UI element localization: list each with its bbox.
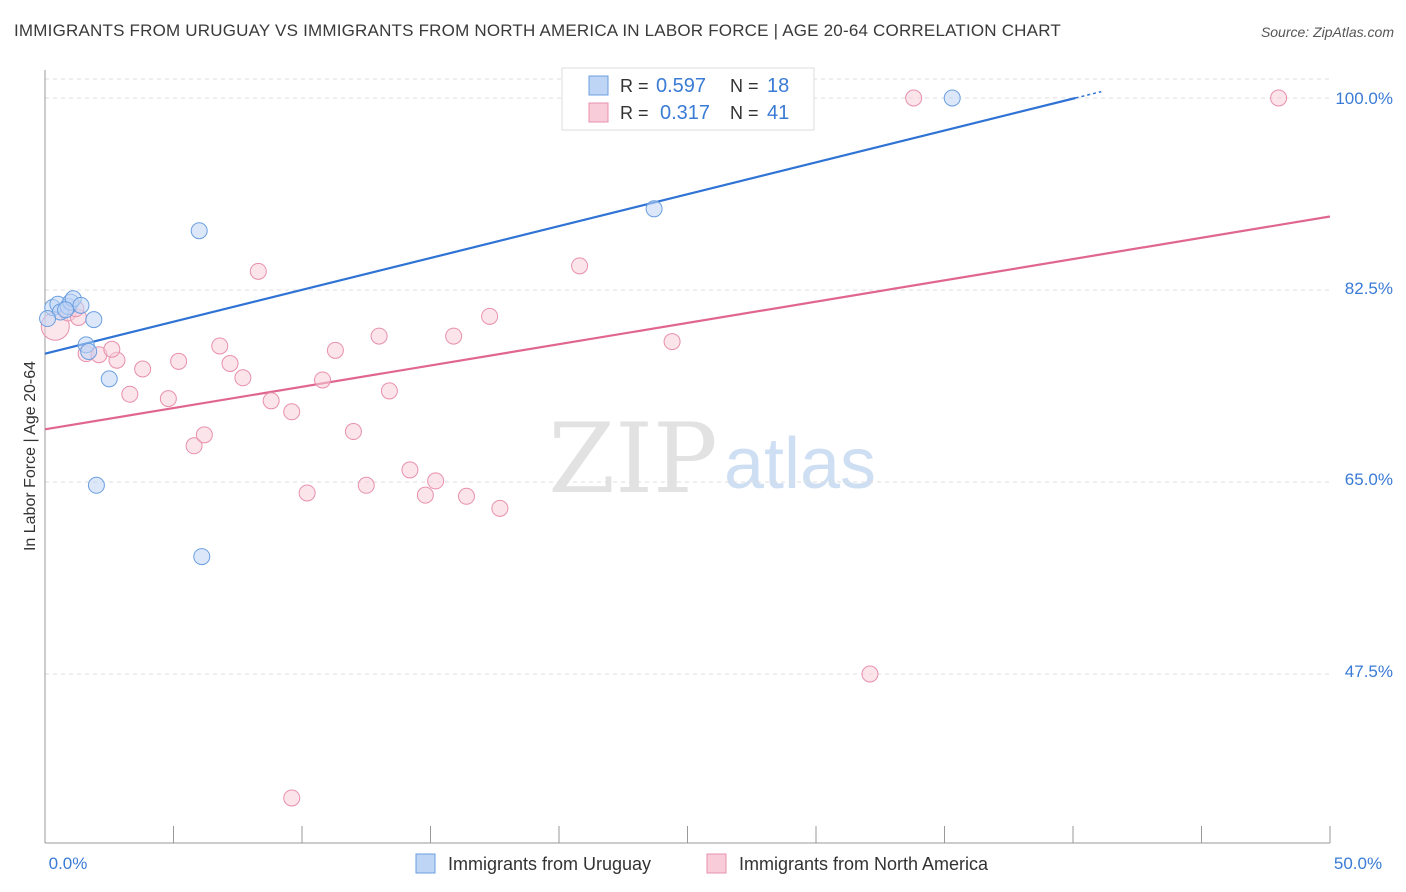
point-north-america <box>861 665 879 683</box>
point-north-america <box>481 307 499 325</box>
point-north-america <box>380 382 398 400</box>
y-tick-label: 65.0% <box>1345 470 1393 489</box>
watermark-zip: ZIP <box>548 403 717 515</box>
point-uruguay <box>85 311 103 329</box>
point-north-america <box>344 423 362 441</box>
y-tick-label: 100.0% <box>1335 89 1393 108</box>
chart-title: IMMIGRANTS FROM URUGUAY VS IMMIGRANTS FR… <box>14 21 1061 40</box>
legend-r-label: R = <box>620 76 649 96</box>
legend-n-label: N = <box>730 76 759 96</box>
point-uruguay <box>190 222 208 240</box>
trend-line-north-america <box>44 215 1331 431</box>
point-north-america <box>170 352 188 370</box>
point-uruguay <box>100 370 118 388</box>
legend-swatch-uruguay <box>588 75 609 96</box>
legend-r-label: R = <box>620 103 649 123</box>
x-tick-label-min: 0.0% <box>49 854 88 873</box>
trend-line-uruguay <box>44 96 1076 355</box>
legend-r-value: 0.317 <box>660 102 710 124</box>
point-north-america <box>416 486 434 504</box>
point-north-america <box>195 426 213 444</box>
point-north-america <box>905 89 923 107</box>
point-uruguay <box>57 301 75 319</box>
y-tick-label: 47.5% <box>1345 662 1393 681</box>
legend-series-north-america: Immigrants from North America <box>739 854 989 874</box>
stats-legend: R = 0.597 N = 18 R = 0.317 N = 41 <box>561 67 815 131</box>
point-north-america <box>357 476 375 494</box>
y-axis-label: In Labor Force | Age 20-64 <box>22 361 39 551</box>
point-north-america <box>185 437 203 455</box>
point-north-america <box>370 327 388 345</box>
point-north-america <box>134 360 152 378</box>
legend-n-value: 18 <box>767 75 789 97</box>
point-uruguay <box>645 200 663 218</box>
point-north-america <box>663 333 681 351</box>
point-uruguay <box>80 342 98 360</box>
series-legend: Immigrants from Uruguay Immigrants from … <box>415 853 989 874</box>
point-north-america <box>427 472 445 490</box>
legend-swatch-north-america <box>706 853 727 874</box>
point-north-america <box>298 484 316 502</box>
point-north-america <box>326 341 344 359</box>
legend-swatch-north-america <box>588 102 609 123</box>
point-north-america <box>103 340 121 358</box>
point-uruguay <box>72 296 90 314</box>
source-credit: Source: ZipAtlas.com <box>1260 24 1394 40</box>
trend-line-extension <box>1075 90 1102 99</box>
point-north-america <box>445 327 463 345</box>
point-north-america <box>262 392 280 410</box>
point-north-america <box>159 390 177 408</box>
point-north-america <box>234 369 252 387</box>
axes <box>44 70 1331 844</box>
watermark-atlas: atlas <box>724 424 876 504</box>
point-uruguay <box>39 310 57 328</box>
y-tick-label: 82.5% <box>1345 279 1393 298</box>
trend-lines <box>44 90 1331 431</box>
point-north-america <box>283 403 301 421</box>
point-north-america <box>221 355 239 373</box>
point-north-america <box>249 262 267 280</box>
point-north-america <box>1270 89 1288 107</box>
point-north-america <box>314 371 332 389</box>
legend-r-value: 0.597 <box>656 75 706 97</box>
point-north-america <box>121 385 139 403</box>
point-north-america <box>571 257 589 275</box>
x-tick-label-max: 50.0% <box>1334 854 1382 873</box>
point-north-america <box>283 789 301 807</box>
point-north-america <box>401 461 419 479</box>
point-uruguay <box>193 548 211 566</box>
point-north-america <box>491 499 509 517</box>
legend-n-label: N = <box>730 103 759 123</box>
legend-swatch-uruguay <box>415 853 436 874</box>
point-north-america <box>211 337 229 355</box>
point-uruguay <box>87 476 105 494</box>
legend-n-value: 41 <box>767 102 789 124</box>
point-uruguay <box>943 89 961 107</box>
legend-series-uruguay: Immigrants from Uruguay <box>448 854 651 874</box>
point-north-america <box>457 487 475 505</box>
